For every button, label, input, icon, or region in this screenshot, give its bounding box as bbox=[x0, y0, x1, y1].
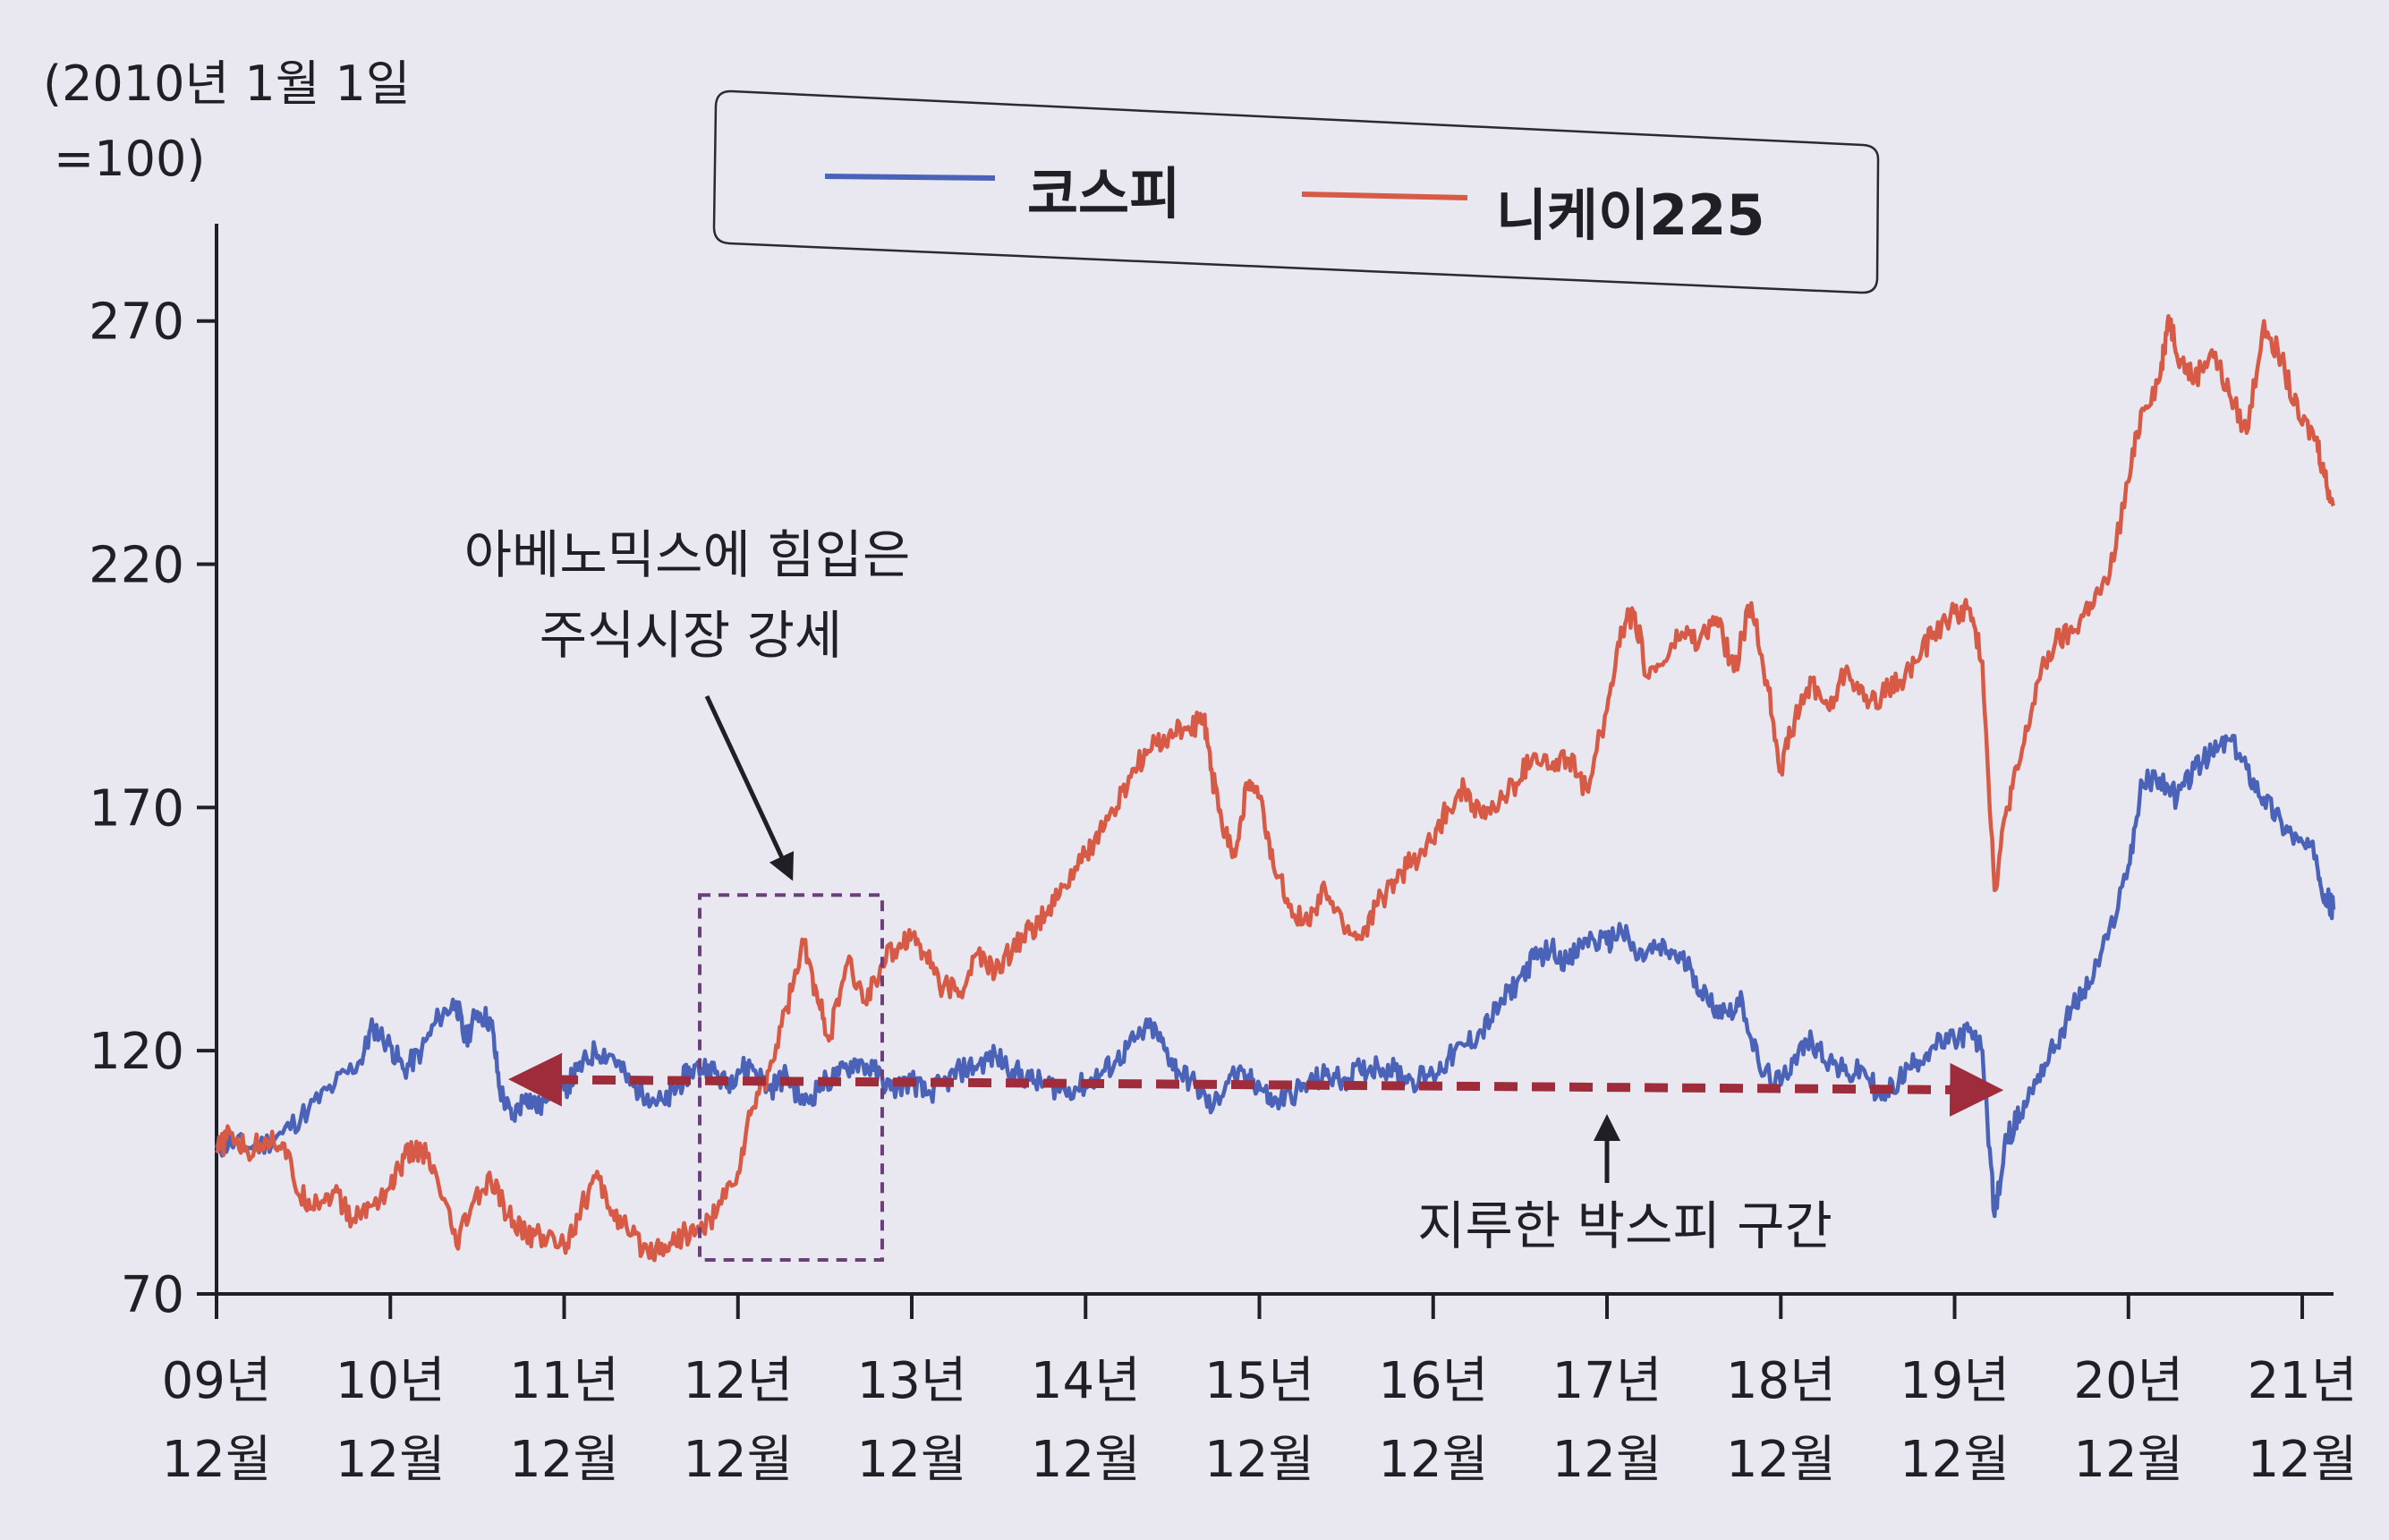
x-tick-label-year: 15년 bbox=[1204, 1352, 1314, 1410]
annotation-boxpi: 지루한 박스피 구간 bbox=[508, 1052, 2004, 1256]
x-tick-label-month: 12월 bbox=[683, 1431, 793, 1489]
x-tick-label-month: 12월 bbox=[1378, 1431, 1488, 1489]
y-unit-label-line2: =100) bbox=[54, 131, 205, 187]
y-tick-label: 220 bbox=[89, 537, 184, 595]
x-tick-label-year: 10년 bbox=[336, 1352, 446, 1410]
legend-frame bbox=[712, 89, 1880, 294]
annotation-boxpi-label: 지루한 박스피 구간 bbox=[1417, 1195, 1832, 1256]
x-tick-label-year: 09년 bbox=[162, 1352, 272, 1410]
x-tick-label-year: 17년 bbox=[1552, 1352, 1662, 1410]
x-tick-label-month: 12월 bbox=[509, 1431, 619, 1489]
legend-label-nikkei: 니케이225 bbox=[1496, 183, 1765, 248]
series-lines bbox=[214, 314, 2336, 1263]
x-tick-label-month: 12월 bbox=[162, 1431, 272, 1489]
annotation-abenomics-arrow bbox=[704, 694, 795, 881]
x-tick-label-month: 12월 bbox=[857, 1431, 967, 1489]
series-line-nikkei225 bbox=[215, 314, 2336, 1263]
y-tick-label: 70 bbox=[121, 1266, 184, 1324]
legend-label-kospi: 코스피 bbox=[1027, 161, 1180, 226]
x-tick-label-month: 12월 bbox=[2248, 1431, 2358, 1489]
x-tick-label-year: 16년 bbox=[1378, 1352, 1488, 1410]
legend-swatch-kospi bbox=[824, 174, 996, 181]
x-tick-label-year: 18년 bbox=[1726, 1352, 1836, 1410]
x-tick-label-month: 12월 bbox=[1204, 1431, 1314, 1489]
x-tick-label-year: 21년 bbox=[2248, 1352, 2358, 1410]
x-tick-label-month: 12월 bbox=[336, 1431, 446, 1489]
x-tick-label-year: 20년 bbox=[2073, 1352, 2183, 1410]
x-tick-label-year: 14년 bbox=[1031, 1352, 1141, 1410]
y-tick-label: 120 bbox=[89, 1023, 184, 1081]
x-tick-label-year: 19년 bbox=[1900, 1352, 2010, 1410]
x-tick-label-month: 12월 bbox=[1552, 1431, 1662, 1489]
annotation-abenomics: 아베노믹스에 힘입은 주식시장 강세 bbox=[464, 524, 911, 1262]
x-tick-label-month: 12월 bbox=[1726, 1431, 1836, 1489]
legend: 코스피 니케이225 bbox=[712, 89, 1880, 294]
x-tick-label-month: 12월 bbox=[1900, 1431, 2010, 1489]
annotation-abenomics-line1: 아베노믹스에 힘입은 bbox=[464, 524, 911, 585]
annotation-boxpi-double-arrow bbox=[508, 1052, 2004, 1117]
x-tick-label-month: 12월 bbox=[1031, 1431, 1141, 1489]
y-unit-label-line1: (2010년 1월 1일 bbox=[43, 55, 411, 112]
legend-swatch-nikkei bbox=[1301, 191, 1468, 200]
annotation-abenomics-line2: 주식시장 강세 bbox=[540, 605, 843, 666]
y-tick-label: 170 bbox=[89, 779, 184, 838]
y-tick-label: 270 bbox=[89, 294, 184, 352]
x-tick-label-year: 12년 bbox=[683, 1352, 793, 1410]
x-tick-label-year: 13년 bbox=[857, 1352, 967, 1410]
x-tick-label-year: 11년 bbox=[509, 1352, 619, 1410]
axes: 70 120 170 220 270 09년 12월 10년 12월 11년 12월 12년 12월 13… bbox=[89, 224, 2357, 1489]
x-tick-label-month: 12월 bbox=[2073, 1431, 2183, 1489]
series-line-kospi bbox=[214, 734, 2336, 1219]
